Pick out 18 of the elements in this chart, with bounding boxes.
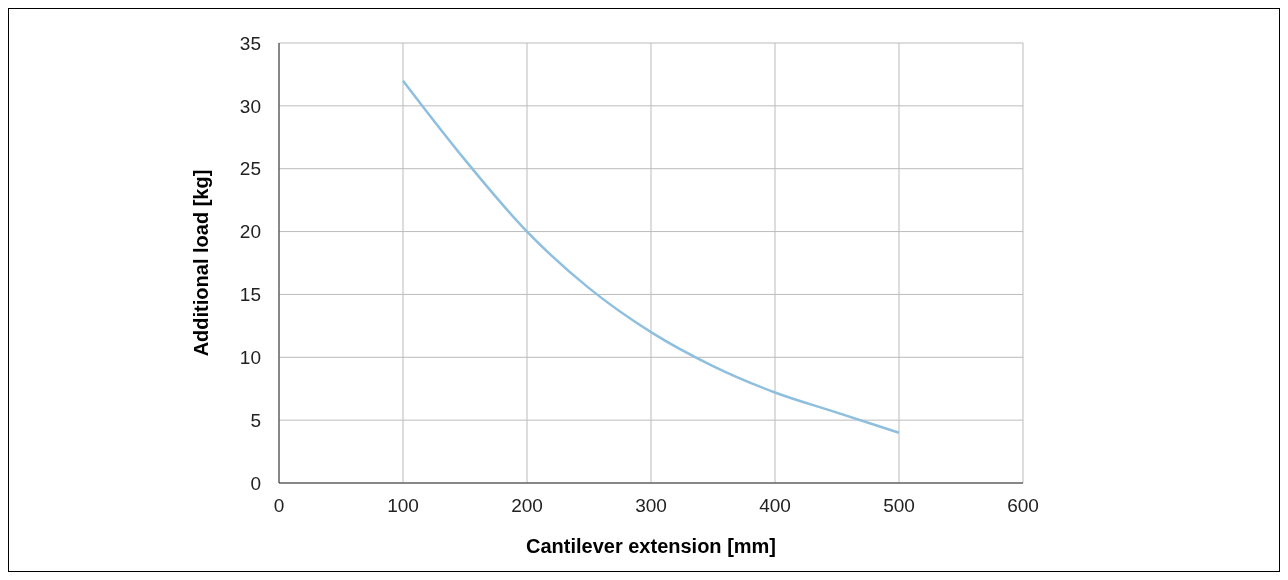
y-tick-label: 10 [239,347,261,369]
y-tick-label: 20 [239,221,261,243]
x-tick-label: 200 [511,495,543,517]
y-tick-label: 25 [239,158,261,180]
x-tick-label: 300 [635,495,667,517]
y-tick-label: 5 [250,409,261,431]
x-tick-label: 0 [273,495,285,517]
y-tick-label: 0 [250,472,261,494]
line-series [401,79,901,434]
x-tick-label: 600 [1007,495,1039,517]
x-tick-label: 500 [883,495,915,517]
x-axis-title: Cantilever extension [mm] [525,535,777,557]
y-tick-label: 15 [239,284,261,306]
y-tick-label: 35 [239,32,261,54]
x-tick-label: 100 [387,495,419,517]
y-tick-label: 30 [239,95,261,117]
y-axis-title: Additional load [kg] [190,169,213,357]
x-tick-label: 400 [759,495,791,517]
